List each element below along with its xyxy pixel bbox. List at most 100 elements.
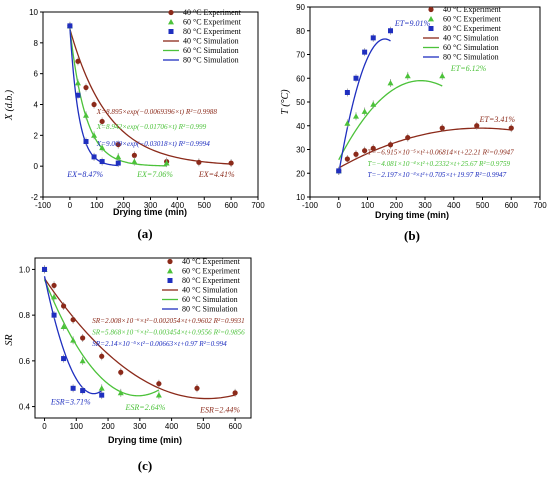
data-point xyxy=(99,118,105,125)
data-point xyxy=(344,90,350,95)
x-tick-label: 200 xyxy=(101,422,115,431)
legend-entry: 60 °C Experiment xyxy=(182,267,241,276)
legend-marker xyxy=(167,268,173,274)
data-point xyxy=(83,112,89,118)
y-tick-label: 50 xyxy=(296,98,305,107)
x-tick-label: 200 xyxy=(117,201,131,210)
data-point xyxy=(194,385,200,391)
data-point xyxy=(344,156,350,162)
y-tick-label: 1.0 xyxy=(19,265,31,274)
data-point xyxy=(439,72,446,79)
panel-label: (b) xyxy=(404,228,420,243)
legend-marker xyxy=(167,258,173,265)
legend-entry: 80 °C Experiment xyxy=(182,276,241,285)
data-point xyxy=(155,392,162,398)
data-point xyxy=(370,145,376,151)
y-tick-label: 80 xyxy=(296,27,305,36)
simulation-curve xyxy=(43,279,160,397)
y-tick-label: 2 xyxy=(34,131,39,140)
data-point xyxy=(70,337,77,343)
data-point xyxy=(80,388,86,394)
legend-entry: 40 °C Simulation xyxy=(183,37,239,46)
fit-equation: T=−2.197×10⁻³×t²+0.705×t+19.97 R²=0.9947 xyxy=(368,171,507,179)
simulation-curve xyxy=(69,28,232,165)
legend-marker xyxy=(168,29,174,34)
data-point xyxy=(474,123,480,129)
legend-entry: 80 °C Experiment xyxy=(183,27,242,36)
x-tick-label: 600 xyxy=(505,201,519,210)
data-point xyxy=(60,303,67,309)
legend-marker xyxy=(428,16,434,22)
simulation-curve xyxy=(338,38,391,174)
x-tick-label: 100 xyxy=(90,201,104,210)
data-point xyxy=(387,80,394,86)
x-tick-label: 700 xyxy=(533,201,547,210)
data-point xyxy=(508,125,514,131)
x-tick-label: 100 xyxy=(70,422,84,431)
data-point xyxy=(70,317,76,323)
legend-entry: 40 °C Simulation xyxy=(443,34,499,43)
fit-equation: SR=2.14×10⁻⁵×t²−0.00663×t+0.97 R²=0.994 xyxy=(92,340,227,348)
chart-panel-2: -100 0 100 200 300 400 500 600 700 10 20 30 40 50 60 70… xyxy=(280,3,547,243)
data-point xyxy=(232,390,238,396)
x-tick-label: 500 xyxy=(476,201,490,210)
error-annotation: ET=3.41% xyxy=(479,115,516,124)
data-point xyxy=(70,385,76,391)
data-point xyxy=(336,168,342,174)
data-point xyxy=(131,152,137,158)
legend-entry: 80 °C Simulation xyxy=(183,56,239,65)
data-point xyxy=(67,23,73,29)
legend-entry: 60 °C Simulation xyxy=(443,43,499,52)
x-tick-label: 500 xyxy=(198,201,212,210)
data-point xyxy=(388,28,393,34)
fit-equation: X=8.895×exp(−0.0069396×t) R²=0.9988 xyxy=(96,108,218,116)
y-tick-label: 0 xyxy=(34,162,39,171)
data-point xyxy=(353,75,359,81)
fit-equation: T=−4.081×10⁻⁴×t²+0.2332×t+25.67 R²=0.975… xyxy=(368,160,511,168)
simulation-curve xyxy=(338,127,512,169)
data-point xyxy=(74,79,81,86)
error-annotation: EX=7.06% xyxy=(136,170,173,179)
x-tick-label: 0 xyxy=(42,422,47,431)
x-tick-label: 300 xyxy=(144,201,158,210)
legend-marker xyxy=(168,9,174,16)
y-tick-label: 10 xyxy=(296,193,305,202)
legend-entry: 40 °C Experiment xyxy=(183,8,242,17)
x-tick-label: 500 xyxy=(197,422,211,431)
chart-panel-3: 0 100 200 300 400 500 600 0.4 0.6 0.8 1.0 Drying ti… xyxy=(4,257,252,473)
data-point xyxy=(61,356,67,362)
data-point xyxy=(80,335,86,341)
data-point xyxy=(42,266,48,272)
data-point xyxy=(361,108,368,114)
y-tick-label: 90 xyxy=(296,3,305,12)
data-point xyxy=(79,357,86,364)
data-point xyxy=(91,101,97,108)
y-tick-label: 8 xyxy=(34,39,39,48)
x-tick-label: 300 xyxy=(418,201,432,210)
data-point xyxy=(91,154,97,160)
error-annotation: EX=8.47% xyxy=(66,170,103,179)
data-point xyxy=(439,125,445,131)
data-point xyxy=(163,160,170,166)
data-point xyxy=(353,113,359,119)
data-point xyxy=(156,381,162,387)
data-point xyxy=(91,132,98,138)
legend-entry: 80 °C Simulation xyxy=(182,305,238,314)
data-point xyxy=(196,159,202,165)
legend-marker xyxy=(428,6,434,13)
y-tick-label: 40 xyxy=(296,122,305,131)
data-point xyxy=(60,323,67,329)
y-tick-label: 4 xyxy=(34,101,39,110)
fit-equation: X=9.009×exp(−0.03018×t) R²=0.9994 xyxy=(96,140,210,148)
panel-label: (c) xyxy=(138,458,152,473)
legend-entry: 40 °C Simulation xyxy=(182,286,238,295)
x-tick-label: 600 xyxy=(224,201,238,210)
y-axis-label: SR xyxy=(4,334,15,345)
y-tick-label: 20 xyxy=(296,169,305,178)
data-point xyxy=(83,84,89,91)
legend-entry: 60 °C Experiment xyxy=(443,15,502,24)
data-point xyxy=(131,158,138,164)
plot-frame xyxy=(34,257,252,419)
error-annotation: ET=6.12% xyxy=(450,64,487,73)
x-tick-label: 400 xyxy=(447,201,461,210)
